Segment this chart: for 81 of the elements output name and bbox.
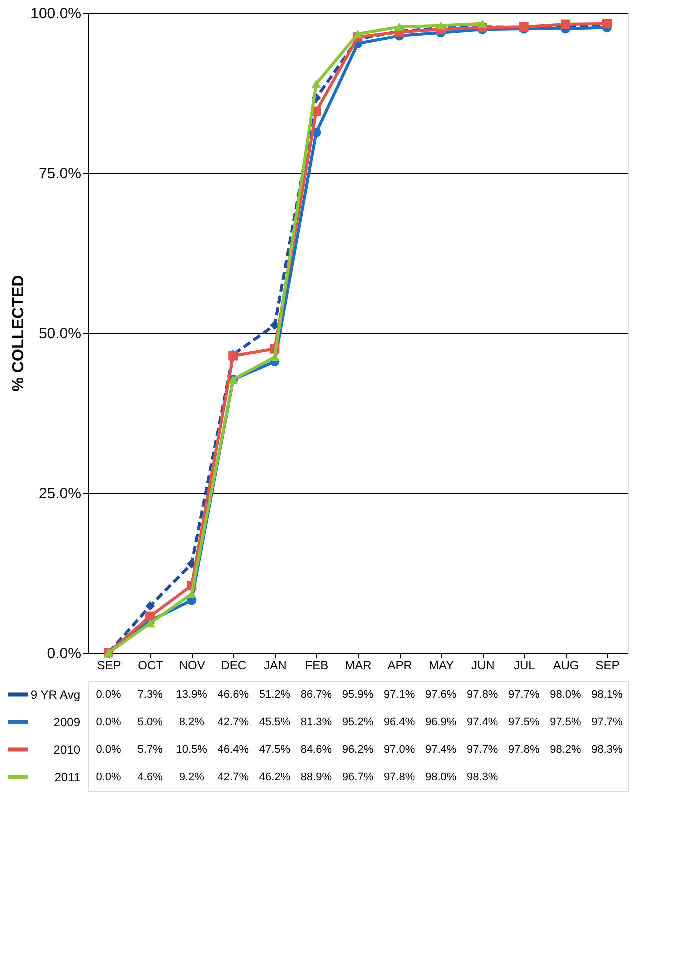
data-label: 42.7%	[218, 771, 250, 784]
data-label: 96.9%	[425, 716, 457, 728]
data-label: 4.6%	[138, 771, 164, 784]
data-label: 9.2%	[179, 771, 205, 784]
x-tick-label: MAY	[429, 658, 454, 672]
data-label: 96.7%	[342, 771, 374, 784]
point	[353, 30, 363, 38]
x-tick-label: SEP	[596, 658, 620, 672]
data-label: 88.9%	[300, 771, 332, 784]
data-label: 95.9%	[342, 688, 374, 701]
point	[312, 80, 322, 88]
data-label: 97.8%	[508, 744, 540, 756]
data-label: 97.8%	[384, 771, 416, 784]
data-label: 10.5%	[176, 744, 208, 756]
data-label: 42.7%	[218, 716, 250, 728]
data-label: 5.0%	[138, 716, 164, 728]
data-label: 97.0%	[384, 744, 416, 756]
data-label: 0.0%	[96, 771, 122, 784]
data-label: 97.4%	[425, 744, 457, 756]
data-label: 97.7%	[508, 688, 540, 701]
x-tick-label: AUG	[553, 658, 580, 672]
x-tick-label: FEB	[305, 658, 329, 672]
point	[146, 602, 156, 612]
data-label: 0.0%	[96, 744, 122, 756]
data-label: 97.7%	[592, 716, 624, 728]
legend-label: 2011	[54, 770, 81, 784]
data-label: 84.6%	[300, 744, 332, 756]
y-axis-title: % COLLECTED	[10, 275, 28, 392]
x-tick-label: JUL	[514, 658, 536, 672]
y-tick-label: 0.0%	[47, 646, 82, 662]
x-tick-label: DEC	[221, 658, 247, 672]
legend-label: 9 YR Avg	[30, 688, 80, 702]
y-tick-label: 100.0%	[30, 6, 82, 22]
data-label: 97.6%	[425, 688, 457, 701]
legend-label: 2010	[54, 742, 81, 757]
data-label: 98.0%	[550, 688, 582, 701]
data-label: 0.0%	[96, 688, 122, 701]
data-label: 5.7%	[138, 744, 164, 756]
data-label: 7.3%	[138, 688, 164, 701]
legend-label: 2009	[54, 715, 81, 730]
point	[436, 22, 446, 30]
x-tick-label: OCT	[138, 658, 164, 672]
data-label: 98.0%	[425, 771, 457, 784]
data-label: 97.7%	[467, 744, 498, 756]
point	[478, 20, 488, 28]
point	[146, 612, 156, 622]
data-label: 96.4%	[384, 716, 416, 728]
data-label: 95.2%	[342, 716, 374, 728]
data-label: 8.2%	[179, 716, 205, 728]
data-label: 51.2%	[259, 688, 291, 701]
y-tick-label: 75.0%	[38, 166, 82, 182]
data-label: 46.2%	[259, 771, 291, 784]
data-label: 98.1%	[592, 688, 624, 701]
point	[394, 22, 404, 32]
point	[146, 619, 156, 628]
data-label: 86.7%	[300, 688, 332, 701]
point	[187, 590, 197, 598]
data-label: 45.5%	[259, 716, 291, 728]
data-label: 98.3%	[592, 744, 624, 756]
data-label: 13.9%	[176, 688, 208, 701]
data-label: 97.8%	[467, 688, 498, 701]
x-tick-label: APR	[388, 658, 413, 672]
data-label: 46.4%	[218, 744, 250, 756]
y-tick-label: 25.0%	[38, 486, 82, 502]
data-label: 46.6%	[218, 688, 250, 701]
data-label: 96.2%	[342, 744, 374, 756]
data-label: 0.0%	[96, 716, 122, 728]
data-label: 98.3%	[467, 771, 498, 784]
data-label: 98.2%	[550, 744, 582, 756]
data-label: 97.5%	[508, 716, 540, 728]
data-label: 97.1%	[384, 688, 416, 701]
data-label: 97.5%	[550, 716, 582, 728]
data-label: 81.3%	[300, 716, 332, 728]
x-tick-label: NOV	[179, 658, 206, 672]
x-tick-label: JUN	[471, 658, 495, 672]
y-tick-label: 50.0%	[38, 326, 82, 342]
x-tick-label: MAR	[345, 658, 372, 672]
data-label: 97.4%	[467, 716, 498, 728]
data-label: 47.5%	[259, 744, 291, 756]
x-tick-label: JAN	[264, 658, 287, 672]
x-tick-label: SEP	[97, 658, 122, 672]
